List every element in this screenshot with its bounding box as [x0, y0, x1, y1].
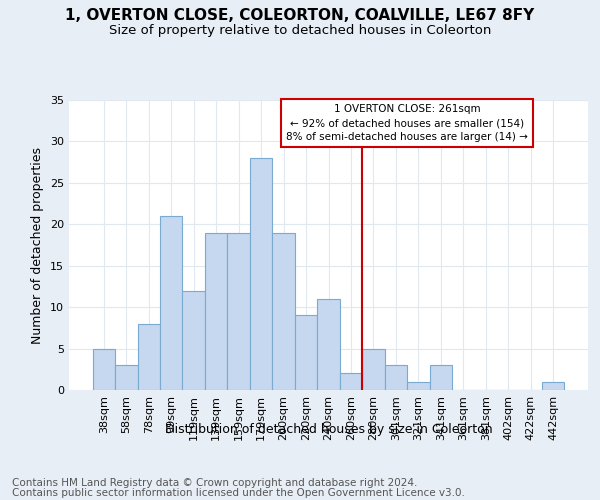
Bar — [250, 158, 272, 390]
Text: 1 OVERTON CLOSE: 261sqm
← 92% of detached houses are smaller (154)
8% of semi-de: 1 OVERTON CLOSE: 261sqm ← 92% of detache… — [286, 104, 528, 142]
Bar — [227, 232, 250, 390]
Bar — [115, 365, 137, 390]
Bar — [272, 232, 295, 390]
Bar — [542, 382, 565, 390]
Text: Contains public sector information licensed under the Open Government Licence v3: Contains public sector information licen… — [12, 488, 465, 498]
Bar — [385, 365, 407, 390]
Bar — [160, 216, 182, 390]
Bar — [137, 324, 160, 390]
Text: Size of property relative to detached houses in Coleorton: Size of property relative to detached ho… — [109, 24, 491, 37]
Bar — [295, 316, 317, 390]
Bar — [205, 232, 227, 390]
Y-axis label: Number of detached properties: Number of detached properties — [31, 146, 44, 344]
Bar — [407, 382, 430, 390]
Bar — [340, 374, 362, 390]
Bar — [362, 348, 385, 390]
Bar — [92, 348, 115, 390]
Bar — [182, 290, 205, 390]
Text: Distribution of detached houses by size in Coleorton: Distribution of detached houses by size … — [165, 422, 493, 436]
Text: 1, OVERTON CLOSE, COLEORTON, COALVILLE, LE67 8FY: 1, OVERTON CLOSE, COLEORTON, COALVILLE, … — [65, 8, 535, 22]
Bar — [430, 365, 452, 390]
Bar — [317, 299, 340, 390]
Text: Contains HM Land Registry data © Crown copyright and database right 2024.: Contains HM Land Registry data © Crown c… — [12, 478, 418, 488]
